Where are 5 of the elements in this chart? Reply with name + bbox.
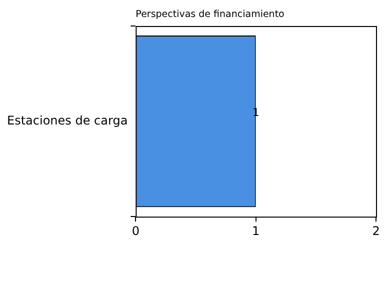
x-tick-label: 2: [372, 224, 380, 238]
x-tick-label: 0: [132, 224, 140, 238]
chart-title: Perspectivas de financiamiento: [136, 9, 285, 20]
y-tick-label: Estaciones de carga: [6, 113, 128, 128]
x-tick-label: 1: [252, 224, 260, 238]
